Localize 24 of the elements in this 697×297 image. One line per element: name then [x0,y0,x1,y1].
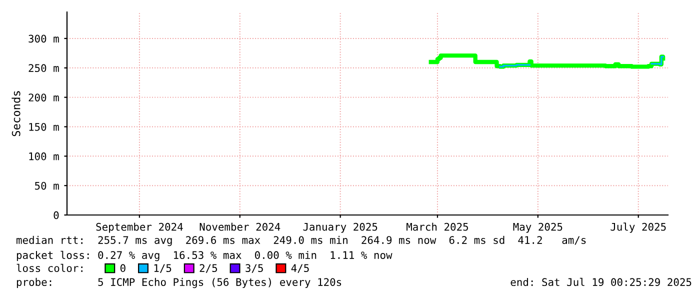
text: end: Sat Jul 19 00:25:29 2025 [510,278,692,286]
legend-label: 4/5 [291,264,309,273]
text: loss color: [16,264,82,272]
x-tick-label: March 2025 [406,222,468,231]
y-tick-label: 300 m [28,34,59,43]
y-tick-label: 0 [54,211,59,220]
y-tick-label: 200 m [28,94,59,102]
y-tick-label: 150 m [29,122,59,131]
x-tick-label: September 2024 [96,222,183,233]
legend-label: 2/5 [200,264,218,273]
x-tick-label: November 2024 [200,222,280,231]
text: probe: 5 ICMP Echo Pings (56 Bytes) every 120s [16,278,342,288]
y-tick-label: 100 m [29,152,59,160]
y-tick-label: 250 m [28,64,59,72]
legend-label: 1/5 [154,264,172,273]
legend-label: 3/5 [246,264,263,273]
x-tick-label: January 2025 [303,222,378,233]
x-tick-label: July 2025 [610,222,666,233]
x-tick-label: May 2025 [513,222,562,233]
legend-label: 0 [120,264,126,272]
y-axis-title: Seconds [12,91,20,136]
text: packet loss: 0.27 % avg 16.53 % max 0.00 % min 1.11 % now [16,250,392,262]
y-tick-label: 50 m [35,182,59,190]
text: median rtt: 255.7 ms avg 269.6 ms max 249.0 ms min 264.9 ms now 6.2 ms sd 41.2 am/s [16,236,586,246]
